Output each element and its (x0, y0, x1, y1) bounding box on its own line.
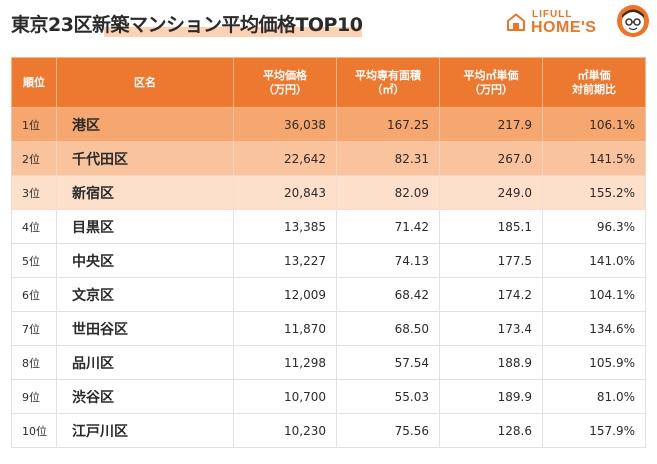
house-icon (507, 13, 525, 31)
header-rank: 順位 (11, 57, 57, 108)
rank-cell: 8位 (11, 345, 57, 380)
area-cell: 68.50 (336, 311, 440, 346)
price-cell: 22,642 (233, 141, 337, 176)
area-cell: 75.56 (336, 413, 440, 448)
ward-cell: 中央区 (56, 243, 234, 278)
area-cell: 74.13 (336, 243, 440, 278)
price-cell: 10,700 (233, 379, 337, 414)
price-cell: 13,385 (233, 209, 337, 244)
ward-cell: 目黒区 (56, 209, 234, 244)
price-cell: 10,230 (233, 413, 337, 448)
ward-cell: 新宿区 (56, 175, 234, 210)
change-cell: 141.5% (542, 141, 646, 176)
rank-cell: 5位 (11, 243, 57, 278)
table-row: 10位 江戸川区 10,230 75.56 128.6 157.9% (11, 413, 646, 448)
unit-price-cell: 189.9 (439, 379, 543, 414)
unit-price-cell: 173.4 (439, 311, 543, 346)
ranking-table: 順位 区名 平均価格 （万円） 平均専有面積 （㎡） 平均㎡単価 （万円） ㎡単価 対前… (11, 57, 646, 448)
ward-cell: 港区 (56, 107, 234, 142)
header-change: ㎡単価 対前期比 (542, 57, 646, 108)
price-cell: 11,298 (233, 345, 337, 380)
table-row: 6位 文京区 12,009 68.42 174.2 104.1% (11, 277, 646, 312)
rank-cell: 9位 (11, 379, 57, 414)
ward-cell: 千代田区 (56, 141, 234, 176)
unit-price-cell: 185.1 (439, 209, 543, 244)
change-cell: 96.3% (542, 209, 646, 244)
change-cell: 104.1% (542, 277, 646, 312)
header-ward: 区名 (56, 57, 234, 108)
change-cell: 157.9% (542, 413, 646, 448)
ward-cell: 文京区 (56, 277, 234, 312)
area-cell: 55.03 (336, 379, 440, 414)
page-title: 東京23区新築マンション平均価格TOP10 (11, 14, 363, 36)
rank-cell: 3位 (11, 175, 57, 210)
title-highlight (104, 27, 362, 37)
area-cell: 82.09 (336, 175, 440, 210)
price-cell: 36,038 (233, 107, 337, 142)
price-cell: 13,227 (233, 243, 337, 278)
table-row: 3位 新宿区 20,843 82.09 249.0 155.2% (11, 175, 646, 210)
table-row: 5位 中央区 13,227 74.13 177.5 141.0% (11, 243, 646, 278)
price-cell: 20,843 (233, 175, 337, 210)
unit-price-cell: 267.0 (439, 141, 543, 176)
ward-cell: 品川区 (56, 345, 234, 380)
unit-price-cell: 177.5 (439, 243, 543, 278)
change-cell: 155.2% (542, 175, 646, 210)
lifull-homes-logo: LIFULL HOME'S (504, 4, 650, 40)
price-cell: 11,870 (233, 311, 337, 346)
table-row: 8位 品川区 11,298 57.54 188.9 105.9% (11, 345, 646, 380)
table-row: 7位 世田谷区 11,870 68.50 173.4 134.6% (11, 311, 646, 346)
unit-price-cell: 174.2 (439, 277, 543, 312)
table-row: 2位 千代田区 22,642 82.31 267.0 141.5% (11, 141, 646, 176)
change-cell: 81.0% (542, 379, 646, 414)
rank-cell: 4位 (11, 209, 57, 244)
area-cell: 82.31 (336, 141, 440, 176)
area-cell: 57.54 (336, 345, 440, 380)
unit-price-cell: 249.0 (439, 175, 543, 210)
area-cell: 167.25 (336, 107, 440, 142)
rank-cell: 1位 (11, 107, 57, 142)
change-cell: 106.1% (542, 107, 646, 142)
ward-cell: 江戸川区 (56, 413, 234, 448)
table-row: 4位 目黒区 13,385 71.42 185.1 96.3% (11, 209, 646, 244)
unit-price-cell: 128.6 (439, 413, 543, 448)
unit-price-cell: 188.9 (439, 345, 543, 380)
header-avg-area: 平均専有面積 （㎡） (336, 57, 440, 108)
change-cell: 105.9% (542, 345, 646, 380)
header-avg-price: 平均価格 （万円） (233, 57, 337, 108)
rank-cell: 2位 (11, 141, 57, 176)
table-header-row: 順位 区名 平均価格 （万円） 平均専有面積 （㎡） 平均㎡単価 （万円） ㎡単価 対前… (11, 57, 646, 108)
change-cell: 141.0% (542, 243, 646, 278)
logo-text-lifull: LIFULL (532, 9, 573, 20)
header-unit-price: 平均㎡単価 （万円） (439, 57, 543, 108)
table-row: 9位 渋谷区 10,700 55.03 189.9 81.0% (11, 379, 646, 414)
logo-text-homes: HOME'S (531, 19, 597, 36)
unit-price-cell: 217.9 (439, 107, 543, 142)
table-row: 1位 港区 36,038 167.25 217.9 106.1% (11, 107, 646, 142)
area-cell: 68.42 (336, 277, 440, 312)
price-cell: 12,009 (233, 277, 337, 312)
area-cell: 71.42 (336, 209, 440, 244)
rank-cell: 10位 (11, 413, 57, 448)
ward-cell: 渋谷区 (56, 379, 234, 414)
ward-cell: 世田谷区 (56, 311, 234, 346)
change-cell: 134.6% (542, 311, 646, 346)
rank-cell: 6位 (11, 277, 57, 312)
rank-cell: 7位 (11, 311, 57, 346)
mascot-icon (617, 5, 649, 37)
